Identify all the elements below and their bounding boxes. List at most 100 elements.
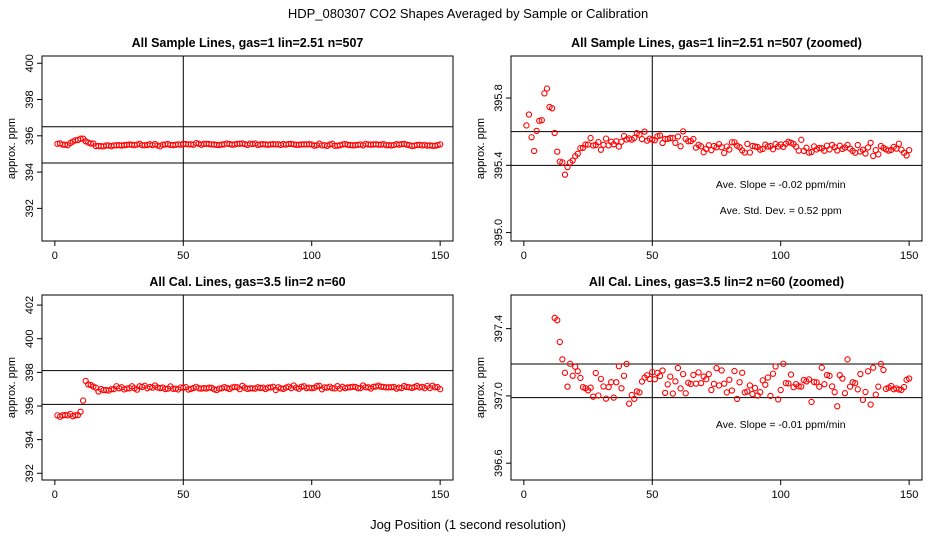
data-point [677, 143, 684, 150]
data-point [880, 366, 887, 374]
data-point [543, 85, 551, 92]
data-point [656, 372, 664, 380]
data-point [646, 375, 653, 383]
data-point [554, 148, 561, 155]
data-point [597, 146, 605, 153]
data-point [769, 146, 777, 153]
data-point [437, 386, 444, 393]
data-point [669, 390, 676, 397]
data-point [682, 390, 689, 397]
data-point [844, 356, 851, 363]
data-point [610, 394, 617, 401]
x-tick-label: 150 [900, 250, 918, 262]
data-point [600, 383, 607, 390]
data-point [559, 159, 566, 166]
panel-annotation: Ave. Slope = -0.02 ppm/min [716, 179, 846, 191]
data-point [821, 381, 828, 388]
data-point [862, 150, 869, 157]
data-point [667, 373, 674, 380]
data-point [631, 395, 638, 402]
data-point [556, 338, 563, 346]
data-point [561, 369, 569, 376]
data-point [777, 386, 784, 394]
data-point [590, 142, 597, 149]
data-point [746, 149, 754, 156]
data-point [749, 390, 756, 398]
data-point [862, 388, 869, 396]
data-point [569, 372, 576, 379]
data-point [867, 401, 874, 408]
data-point [900, 383, 908, 391]
data-point [695, 369, 702, 376]
data-point [631, 134, 638, 142]
data-point [757, 389, 764, 396]
panel-2: All Sample Lines, gas=1 lin=2.51 n=507 (… [475, 36, 923, 262]
data-point [703, 376, 710, 383]
data-point [528, 134, 535, 141]
data-point [764, 374, 772, 381]
y-tick-label: 397.0 [493, 382, 505, 410]
x-tick-label: 0 [52, 250, 58, 262]
data-point [728, 139, 736, 146]
data-point [554, 317, 561, 324]
data-point [72, 412, 79, 419]
x-tick-label: 50 [646, 489, 658, 501]
data-point [780, 360, 787, 367]
data-point [685, 138, 692, 145]
panel-1: All Sample Lines, gas=1 lin=2.51 n=507 0 5… [6, 36, 454, 262]
data-point [875, 151, 882, 158]
data-point [690, 135, 697, 143]
data-point [267, 384, 274, 391]
data-point [867, 139, 874, 147]
data-point [872, 391, 879, 398]
data-point [852, 380, 859, 387]
plot-frame [41, 55, 454, 242]
data-point [906, 375, 913, 382]
data-point [590, 393, 597, 400]
data-point [875, 383, 882, 390]
data-point [679, 370, 687, 378]
data-point [626, 400, 633, 407]
data-point [782, 379, 790, 387]
data-point [826, 372, 833, 379]
panel-title: All Sample Lines, gas=1 lin=2.51 n=507 (… [571, 36, 862, 50]
data-point [721, 380, 728, 387]
x-tick-label: 0 [521, 250, 527, 262]
data-point [577, 145, 584, 152]
data-point [831, 389, 838, 396]
x-tick-label: 0 [52, 489, 58, 501]
data-point [672, 139, 679, 147]
data-point [864, 368, 872, 375]
data-point [523, 122, 530, 129]
data-point [798, 136, 805, 143]
y-tick-label: 400 [24, 330, 36, 348]
x-tick-label: 50 [177, 489, 189, 501]
y-tick-label: 395.8 [493, 84, 505, 112]
y-tick-label: 392 [24, 199, 36, 217]
data-point [798, 383, 805, 390]
data-point [818, 364, 825, 371]
y-tick-label: 395.4 [493, 152, 505, 180]
data-point [839, 375, 846, 382]
data-point [536, 117, 543, 124]
y-tick-label: 402 [24, 296, 36, 314]
panels: All Sample Lines, gas=1 lin=2.51 n=507 0 5… [6, 36, 923, 501]
data-point [548, 105, 556, 112]
data-point [762, 381, 769, 388]
data-point [805, 376, 813, 383]
y-tick-label: 396.6 [493, 449, 505, 477]
data-point [85, 381, 92, 388]
x-tick-label: 100 [772, 489, 790, 501]
data-point [772, 363, 779, 370]
data-point [718, 367, 725, 374]
data-point [654, 133, 661, 140]
data-point [431, 384, 439, 391]
data-point [667, 134, 674, 142]
data-point [615, 363, 623, 370]
data-point [697, 143, 705, 150]
y-tick-label: 397.4 [493, 315, 505, 343]
data-point [828, 383, 836, 390]
figure-xlabel: Jog Position (1 second resolution) [370, 517, 566, 532]
x-tick-label: 0 [521, 489, 527, 501]
